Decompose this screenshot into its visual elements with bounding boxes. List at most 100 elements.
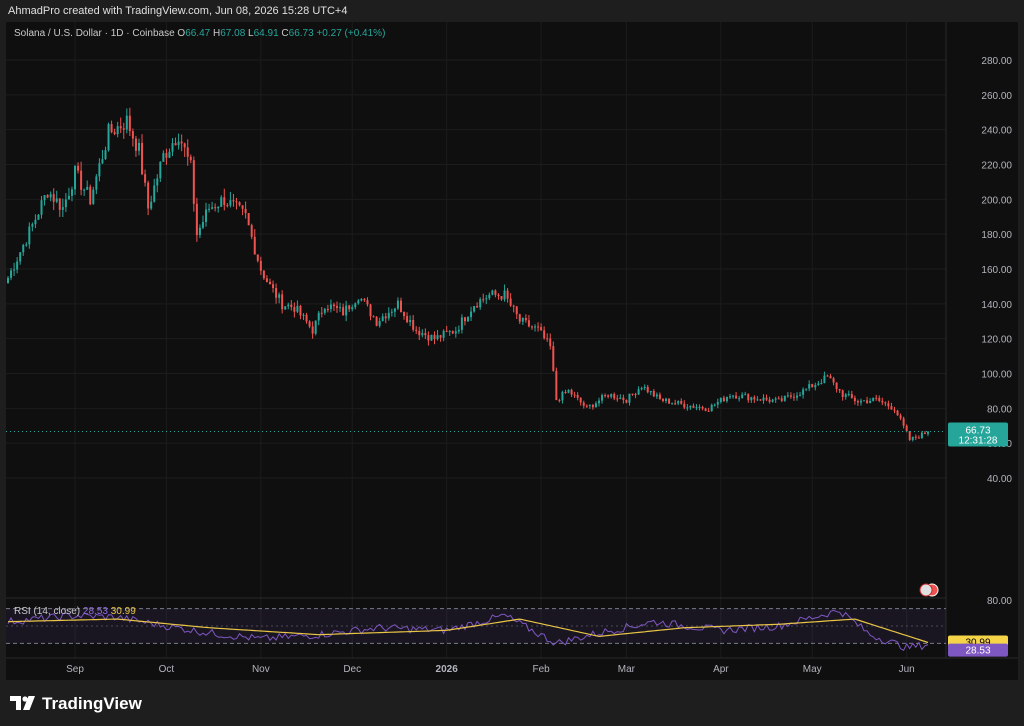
candle-body	[841, 390, 844, 397]
candle-body	[415, 329, 418, 331]
candle-body	[655, 394, 658, 397]
candle-body	[31, 224, 34, 227]
candle-body	[491, 290, 494, 295]
candle-body	[217, 206, 220, 209]
candle-body	[165, 153, 168, 158]
candle-body	[722, 397, 725, 402]
candle-body	[859, 400, 862, 403]
candle-body	[896, 410, 899, 416]
rsi-tag	[948, 643, 1008, 657]
candle-body	[716, 402, 719, 405]
candle-body	[311, 326, 314, 334]
candle-body	[555, 370, 558, 401]
candle-body	[515, 306, 518, 315]
candle-body	[811, 384, 814, 388]
candle-body	[308, 321, 311, 327]
candle-body	[649, 390, 652, 393]
tradingview-logo-icon	[10, 696, 35, 710]
candle-body	[479, 299, 482, 308]
candle-body	[390, 311, 393, 313]
candle-body	[323, 309, 326, 313]
candle-body	[820, 383, 823, 385]
high-value: 67.08	[220, 28, 246, 39]
candle-body	[832, 378, 835, 383]
rsi-ma-tag-value: 30.99	[965, 637, 990, 648]
candle-body	[436, 335, 439, 340]
candle-body	[125, 115, 128, 130]
candle-body	[238, 202, 241, 206]
candle-body	[768, 399, 771, 402]
candle-body	[799, 394, 802, 396]
candle-body	[80, 170, 83, 190]
candle-body	[153, 185, 156, 202]
candle-body	[265, 278, 268, 282]
price-tick-label: 180.00	[981, 230, 1012, 241]
candle-body	[668, 398, 671, 404]
candle-body	[607, 395, 610, 397]
candle-body	[619, 397, 622, 400]
candle-body	[631, 393, 634, 395]
candle-body	[783, 395, 786, 401]
candle-body	[418, 330, 421, 336]
candle-body	[588, 404, 591, 406]
candle-body	[677, 400, 680, 404]
candle-body	[375, 316, 378, 326]
candle-body	[875, 397, 878, 399]
candle-body	[582, 402, 585, 406]
candle-body	[421, 333, 424, 336]
candle-body	[381, 316, 384, 322]
price-chart-svg[interactable]: 280.00 260.00 240.00 220.00 200.00 180.00 160.…	[6, 22, 1018, 680]
candle-body	[917, 437, 920, 439]
candle-body	[914, 436, 917, 438]
candle-body	[424, 333, 427, 336]
candle-body	[137, 142, 140, 151]
rsi-value: 28.53	[82, 606, 108, 617]
candle-body	[363, 299, 366, 301]
candle-body	[201, 222, 204, 228]
candle-body	[98, 163, 101, 177]
candle-body	[826, 375, 829, 377]
candle-body	[37, 214, 40, 220]
low-value: 64.91	[253, 28, 279, 39]
candle-body	[275, 288, 278, 298]
candle-body	[372, 316, 375, 318]
candle-body	[195, 203, 198, 236]
candle-body	[725, 397, 728, 402]
candle-body	[927, 431, 929, 434]
rsi-tag-value: 28.53	[965, 646, 990, 657]
candle-body	[601, 395, 604, 401]
candle-body	[244, 208, 247, 214]
candle-body	[290, 304, 293, 308]
candle-body	[908, 431, 911, 440]
candle-body	[409, 319, 412, 323]
candle-body	[482, 299, 485, 301]
candle-body	[719, 397, 722, 403]
candle-body	[305, 314, 308, 322]
candle-body	[339, 307, 342, 309]
candle-body	[835, 382, 838, 390]
candle-body	[467, 317, 469, 322]
candle-body	[805, 388, 808, 390]
candle-body	[278, 294, 281, 298]
candle-body	[558, 400, 561, 402]
candle-body	[524, 317, 527, 321]
candle-body	[597, 400, 600, 404]
chart-frame[interactable]: 280.00 260.00 240.00 220.00 200.00 180.00 160.…	[6, 22, 1018, 680]
candle-body	[226, 205, 229, 207]
price-tick-label: 40.00	[987, 474, 1012, 485]
candle-body	[552, 346, 555, 371]
candle-body	[13, 269, 16, 271]
candle-countdown: 12:31:28	[959, 435, 998, 446]
candle-body	[698, 406, 701, 408]
candle-body	[205, 209, 208, 223]
tradingview-brand[interactable]: TradingView	[10, 694, 142, 714]
candle-body	[396, 300, 399, 309]
candle-body	[534, 326, 537, 328]
candle-body	[156, 178, 159, 186]
candle-body	[509, 298, 512, 306]
candle-body	[689, 405, 692, 408]
candle-body	[573, 394, 576, 396]
candle-body	[610, 394, 613, 397]
price-tick-label: 80.00	[987, 404, 1012, 415]
candle-body	[878, 398, 881, 401]
